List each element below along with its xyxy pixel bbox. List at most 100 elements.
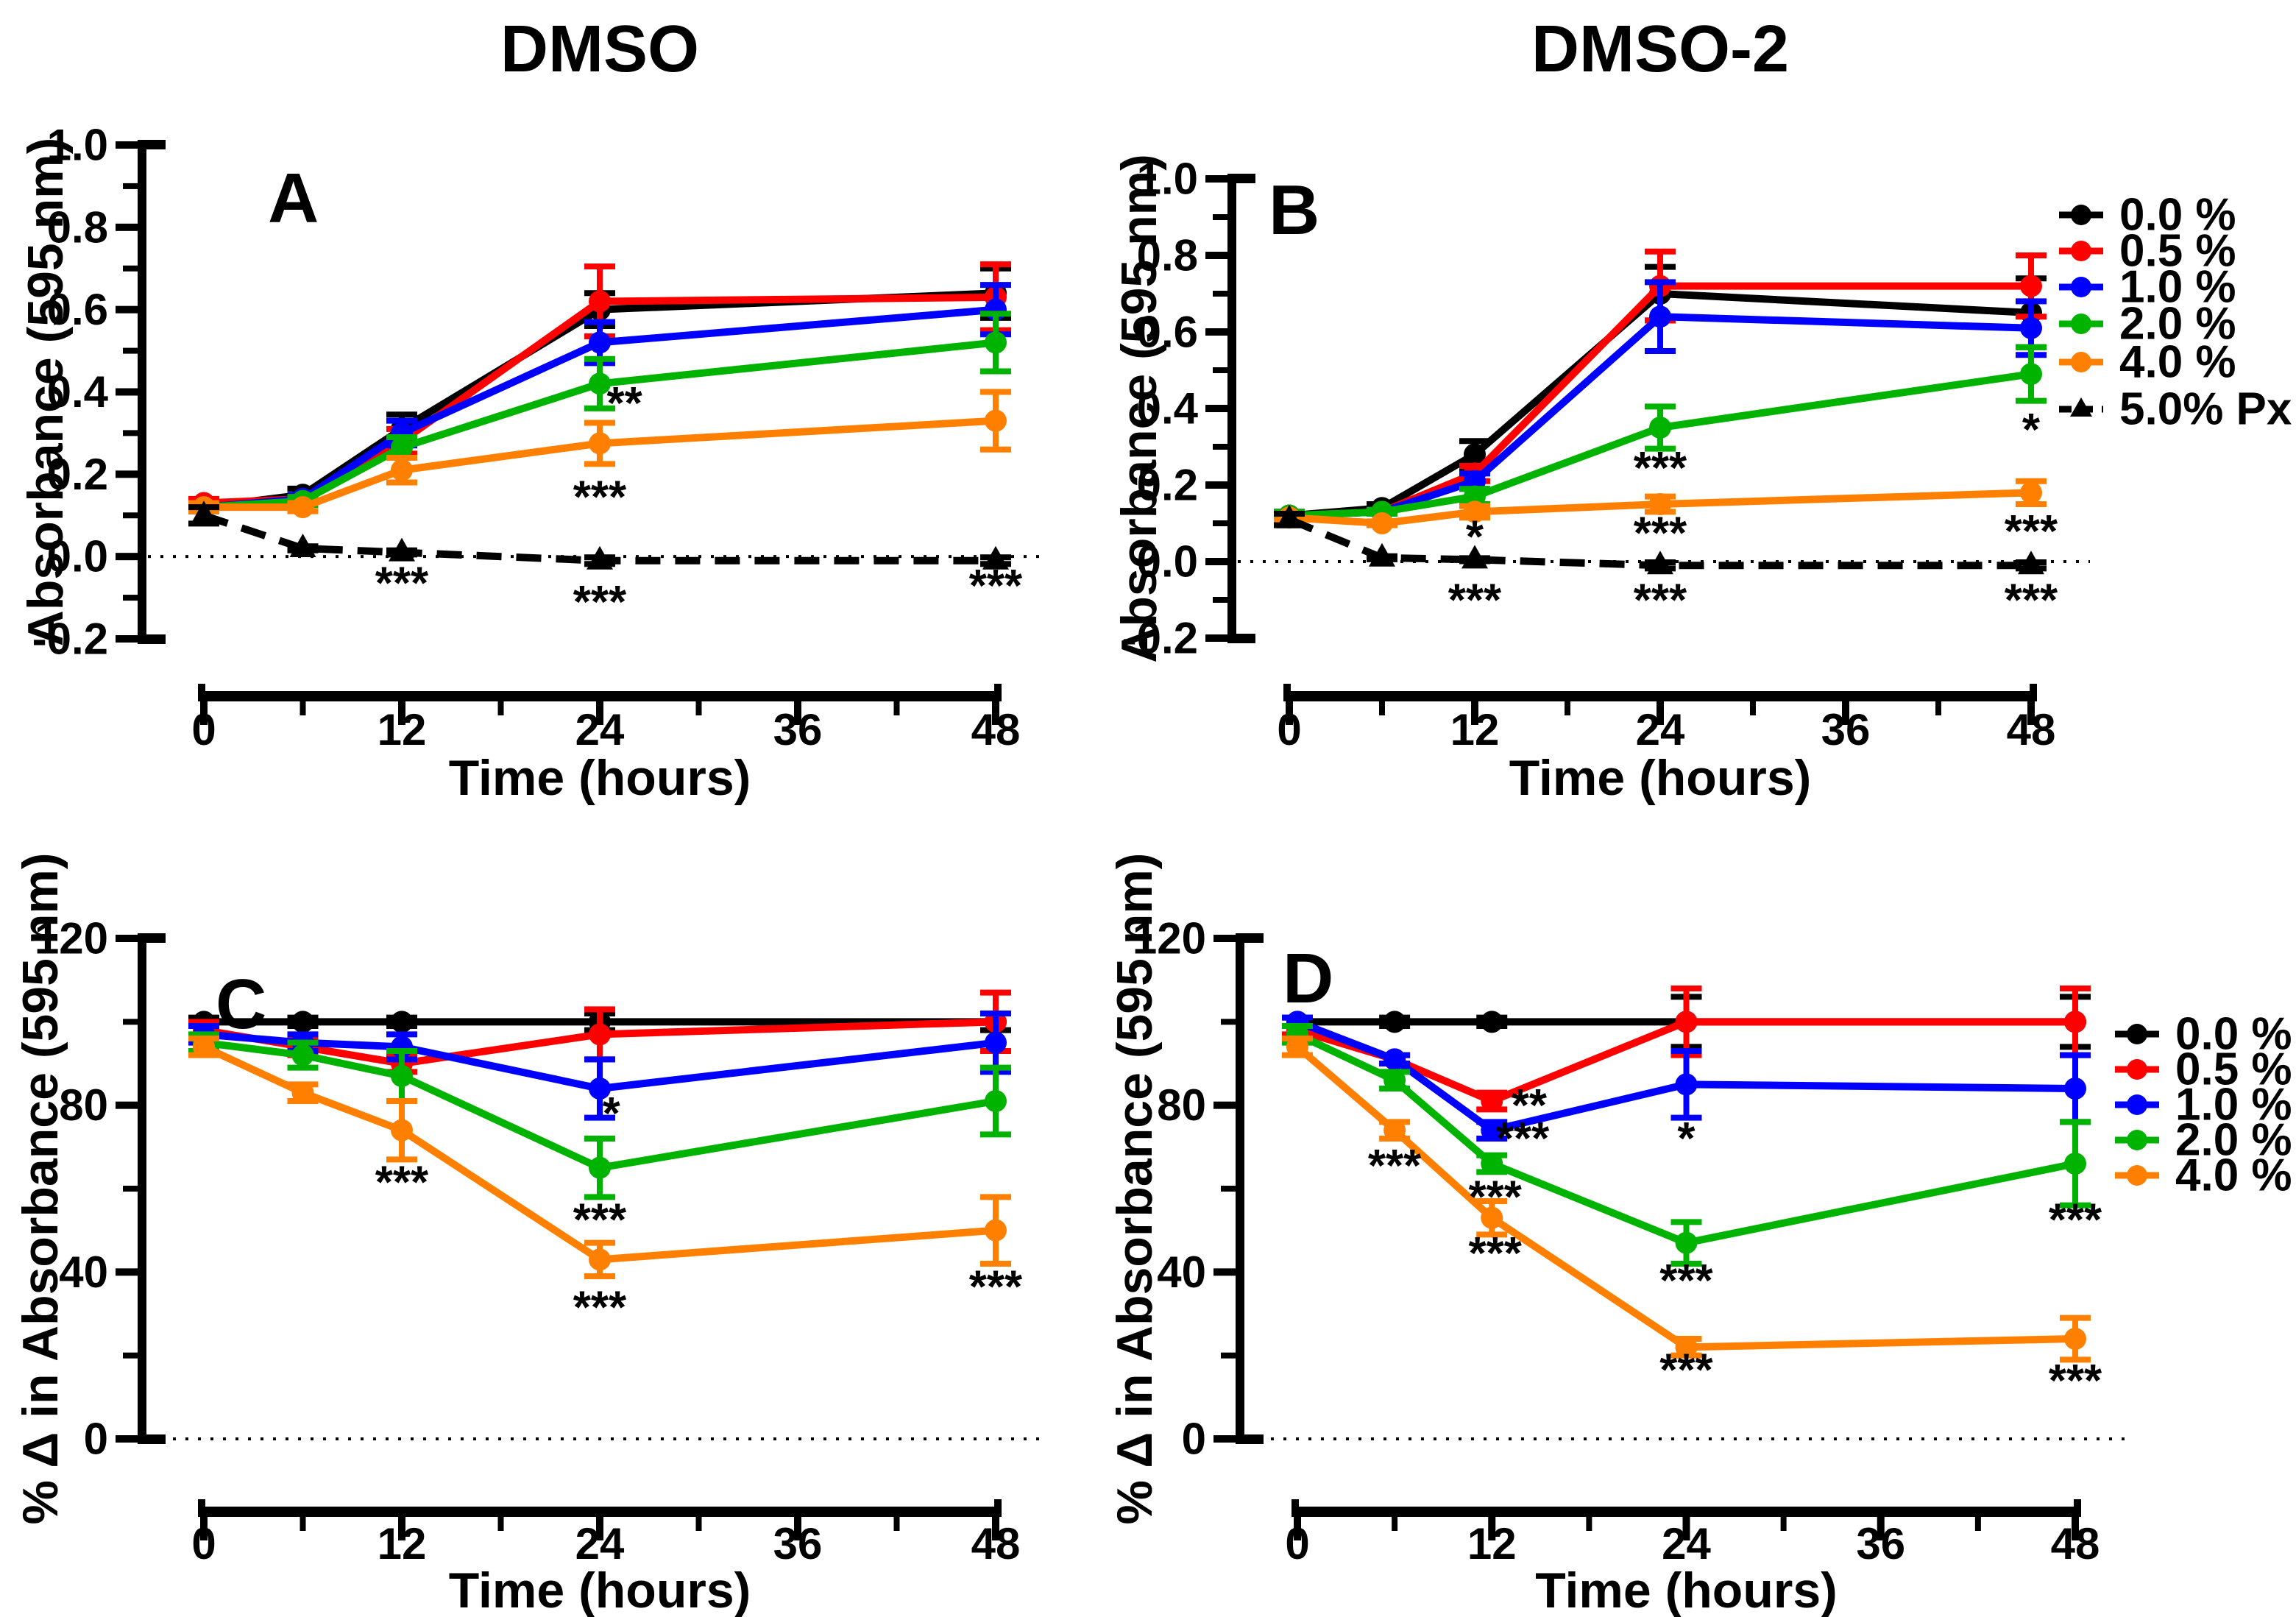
circle-marker [985,1090,1007,1112]
panel-letter: B [1269,171,1319,250]
significance-label: *** [1634,575,1687,626]
y-tick-label: 80 [1157,1080,1206,1130]
circle-marker [2020,363,2042,386]
x-tick-label: 48 [971,705,1021,754]
significance-label: *** [1448,575,1502,626]
y-axis: 0 40 80 120 [35,914,166,1464]
x-tick-label: 12 [1467,1519,1517,1568]
legend-label: 2.0 % [2175,1115,2292,1166]
circle-marker [589,1156,611,1179]
circle-marker [1675,1011,1698,1033]
panel-letter: C [216,965,266,1044]
legend-label: 4.0 % [2175,1150,2292,1201]
x-axis: 0 12 24 36 48 Time (hours) [1285,1499,2100,1617]
circle-marker [589,372,611,395]
circle-marker [291,1081,314,1104]
circle-marker [1649,305,1671,328]
legend-label: 0.5 % [2119,226,2236,277]
circle-marker [2127,1059,2147,1080]
legend-entry-1.0%: 1.0 % [2115,1080,2292,1131]
circle-marker [1649,417,1671,439]
y-axis: -0.2 0.0 0.2 0.4 0.6 0.8 1.0 [1122,155,1255,663]
x-tick-label: 48 [2007,705,2056,754]
y-tick-label: 0.2 [1137,461,1198,510]
x-tick-label: 36 [1856,1519,1905,1568]
circle-marker [193,1036,215,1058]
significance-label: *** [573,1195,627,1246]
triangle-marker [1276,504,1303,528]
circle-marker [291,496,314,519]
circle-marker [1286,1036,1308,1058]
significance-label: *** [2005,575,2058,626]
x-tick-label: 36 [773,705,823,754]
significance-label: *** [1659,1256,1713,1306]
x-tick-label: 24 [575,705,625,754]
significance-label: *** [573,472,627,523]
y-tick-label: 0.0 [47,532,108,581]
x-tick-label: 0 [191,705,216,754]
legend-entry-2.0%: 2.0 % [2115,1115,2292,1166]
series-4.0% [188,389,1011,519]
circle-marker [1464,500,1486,523]
circle-marker [391,1119,413,1142]
y-axis-label: Absorbance (595 nm) [1111,154,1167,663]
y-tick-label: 0.4 [47,367,109,417]
column-title-dmso2: DMSO-2 [1531,13,1790,86]
circle-marker [1481,1206,1503,1229]
triangle-marker [289,533,316,557]
significance-label: *** [573,1283,627,1334]
y-tick-label: 0 [84,1415,108,1464]
panel-letter: D [1283,939,1333,1018]
circle-marker [1383,1069,1406,1091]
series-4.0% [1282,1036,2091,1363]
y-tick-label: 1.0 [1137,155,1198,204]
significance-label: *** [1634,508,1687,559]
x-tick-label: 0 [1285,1519,1309,1568]
circle-marker [2071,314,2091,334]
legend-entry-5.0%Px: 5.0% Px [2059,384,2292,435]
x-axis: 0 12 24 36 48 Time (hours) [1277,684,2055,806]
circle-marker [1649,493,1671,515]
x-tick-label: 24 [1636,705,1685,754]
circle-marker [1481,1119,1503,1142]
panel-letter: A [268,159,319,238]
significance-label: * [1677,1114,1696,1164]
triangle-marker [1647,551,1673,575]
x-tick-label: 36 [773,1519,823,1568]
circle-marker [1464,485,1486,508]
legend-label: 2.0 % [2119,299,2236,350]
x-tick-label: 12 [378,1519,427,1568]
significance-label: *** [1468,1228,1522,1279]
series-5.0%Px [188,500,1011,570]
circle-marker [1481,1153,1503,1175]
triangle-marker [1369,542,1395,567]
series-5.0%Px [1274,504,2047,575]
circle-marker [589,331,611,354]
y-tick-label: 0 [1182,1415,1206,1464]
circle-marker [1481,1090,1503,1112]
circle-marker [2020,481,2042,504]
triangle-marker [2018,551,2044,575]
significance-label: * [603,1089,621,1139]
y-axis-label: % Δ in Absorbance (595 nm) [1107,853,1163,1525]
circle-marker [1675,1336,1698,1359]
circle-marker [589,1248,611,1271]
significance-label: *** [1496,1114,1550,1164]
x-tick-label: 24 [575,1519,625,1568]
circle-marker [2071,277,2091,297]
series-2.0% [188,1031,1011,1200]
significance-label: *** [2005,506,2058,557]
x-tick-label: 24 [1662,1519,1711,1568]
legend-entry-2.0%: 2.0 % [2059,299,2236,350]
legend-entry-0.5%: 0.5 % [2059,226,2236,277]
x-tick-label: 12 [1450,705,1500,754]
legend-entry-4.0%: 4.0 % [2115,1150,2292,1201]
y-tick-label: 0.2 [47,450,108,499]
circle-marker [985,1031,1007,1054]
circle-marker [2127,1024,2147,1044]
circle-marker [985,409,1007,432]
triangle-marker [587,545,613,570]
